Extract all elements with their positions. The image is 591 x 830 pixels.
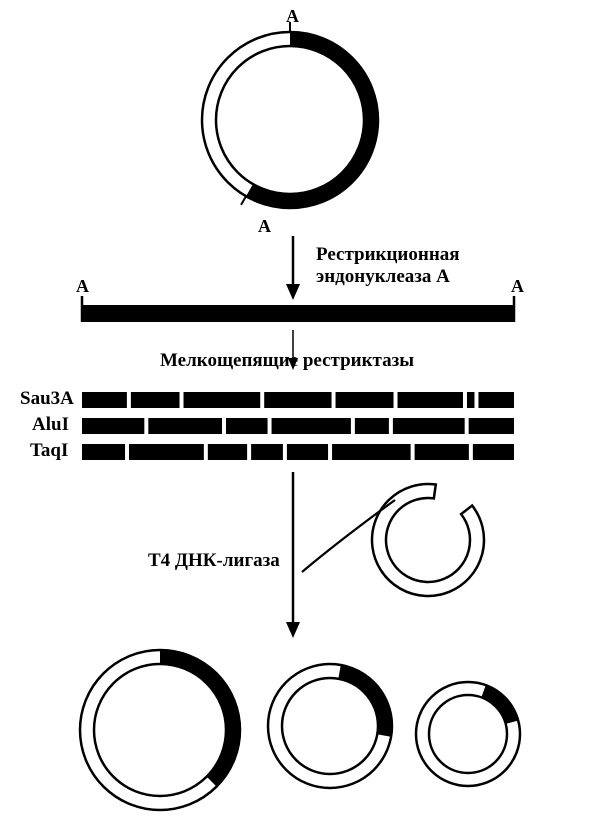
site-letter-top: A — [286, 6, 299, 27]
label-frequent-cutters: Мелкощепящие рестриктазы — [160, 350, 414, 372]
track-label-taqi: TaqI — [30, 440, 68, 462]
site-letter-bottom: A — [258, 216, 271, 237]
site-letter-left: A — [76, 276, 89, 297]
label-restriction-a-line2: эндонуклеаза A — [316, 266, 450, 288]
label-restriction-a-line1: Рестрикционная — [316, 244, 460, 266]
label-ligase: T4 ДНК-лигаза — [148, 550, 280, 572]
diagram-canvas: A A Рестрикционная эндонуклеаза A A A Ме… — [0, 0, 591, 830]
track-label-sau3a: Sau3A — [20, 388, 74, 410]
track-label-alui: AluI — [32, 414, 69, 436]
site-letter-right: A — [511, 276, 524, 297]
diagram-svg — [0, 0, 591, 830]
